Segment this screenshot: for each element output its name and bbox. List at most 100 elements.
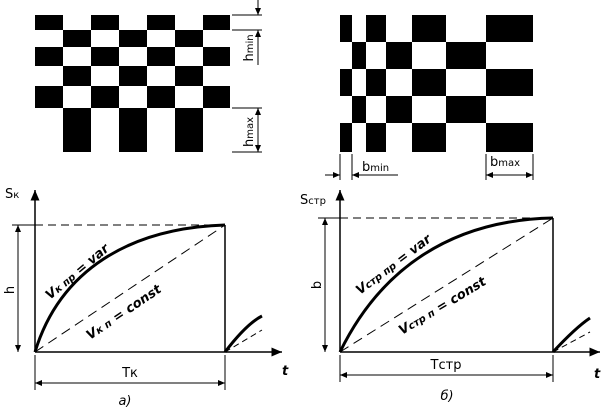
board-cell	[203, 15, 230, 30]
board-cell	[412, 69, 446, 96]
x-label: t	[594, 367, 601, 382]
board-cell	[352, 123, 366, 152]
board-cell	[366, 42, 386, 69]
board-cell	[203, 108, 230, 152]
board-cell	[91, 30, 119, 47]
board-cell	[63, 108, 91, 152]
board-cell	[63, 47, 91, 66]
height-label: h	[3, 286, 18, 294]
board-cell	[366, 15, 386, 42]
curve-label: Vк пр = var	[43, 240, 114, 303]
board-cell	[203, 86, 230, 108]
graph-a	[12, 190, 282, 390]
board-cell	[91, 47, 119, 66]
board-cell	[486, 69, 533, 96]
board-cell	[340, 42, 352, 69]
board-cell	[486, 123, 533, 152]
line-label: Vк п = const	[84, 282, 165, 344]
board-cell	[386, 96, 412, 123]
board-cell	[446, 69, 486, 96]
line-label: Vстр п = const	[396, 274, 489, 338]
board-cell	[35, 47, 63, 66]
board-cell	[35, 30, 63, 47]
board-cell	[35, 86, 63, 108]
board-cell	[203, 66, 230, 86]
board-cell	[147, 108, 175, 152]
board-cell	[119, 30, 147, 47]
board-cell	[175, 86, 203, 108]
board-cell	[386, 15, 412, 42]
x-label: t	[282, 364, 289, 379]
board-cell	[175, 66, 203, 86]
board-cell	[386, 123, 412, 152]
board-cell	[203, 47, 230, 66]
board-cell	[446, 42, 486, 69]
board-cell	[119, 15, 147, 30]
h-min-label: hmin	[242, 34, 257, 61]
board-cell	[386, 69, 412, 96]
curve-label: Vстр пр = var	[353, 231, 435, 298]
board-cell	[119, 86, 147, 108]
board-cell	[119, 47, 147, 66]
caption: а)	[118, 394, 131, 409]
board-cell	[366, 69, 386, 96]
board-cell	[175, 47, 203, 66]
board-cell	[352, 69, 366, 96]
board-cell	[352, 96, 366, 123]
board-cell	[91, 15, 119, 30]
board-cell	[486, 42, 533, 69]
board-cell	[352, 42, 366, 69]
board-cell	[412, 42, 446, 69]
b-min-label: bmin	[362, 160, 389, 175]
board-cell	[35, 108, 63, 152]
board-cell	[91, 66, 119, 86]
board-cell	[446, 96, 486, 123]
board-cell	[147, 15, 175, 30]
board-cell	[446, 15, 486, 42]
board-cell	[91, 108, 119, 152]
board-cell	[119, 66, 147, 86]
board-cell	[352, 15, 366, 42]
board-cell	[486, 15, 533, 42]
h-max-label: hmax	[242, 117, 257, 147]
board-cell	[340, 96, 352, 123]
board-cell	[63, 86, 91, 108]
period-label: Tк	[121, 366, 138, 381]
board-cell	[147, 47, 175, 66]
board-cell	[91, 86, 119, 108]
graph-b	[318, 190, 600, 382]
board-cell	[63, 66, 91, 86]
board-cell	[446, 123, 486, 152]
board-cell	[63, 30, 91, 47]
caption: б)	[440, 389, 453, 404]
board-cell	[366, 96, 386, 123]
h-dimensions	[232, 0, 262, 153]
period-label: Tстр	[430, 358, 462, 373]
board-cell	[35, 15, 63, 30]
board-cell	[340, 123, 352, 152]
board-cell	[119, 108, 147, 152]
board-cell	[366, 123, 386, 152]
board-cell	[340, 15, 352, 42]
board-cell	[203, 30, 230, 47]
height-label: b	[310, 281, 325, 289]
board-cell	[412, 96, 446, 123]
board-cell	[175, 108, 203, 152]
board-cell	[147, 86, 175, 108]
board-cell	[147, 66, 175, 86]
board-cell	[35, 66, 63, 86]
board-cell	[486, 96, 533, 123]
b-dimensions	[325, 154, 534, 180]
b-max-label: bmax	[490, 155, 520, 170]
board-cell	[63, 15, 91, 30]
board-cell	[412, 123, 446, 152]
board-cell	[412, 15, 446, 42]
y-label: Sк	[5, 187, 19, 202]
y-label: Sстр	[300, 193, 326, 208]
board-cell	[147, 30, 175, 47]
board-cell	[175, 30, 203, 47]
board-cell	[175, 15, 203, 30]
board-cell	[386, 42, 412, 69]
board-cell	[340, 69, 352, 96]
